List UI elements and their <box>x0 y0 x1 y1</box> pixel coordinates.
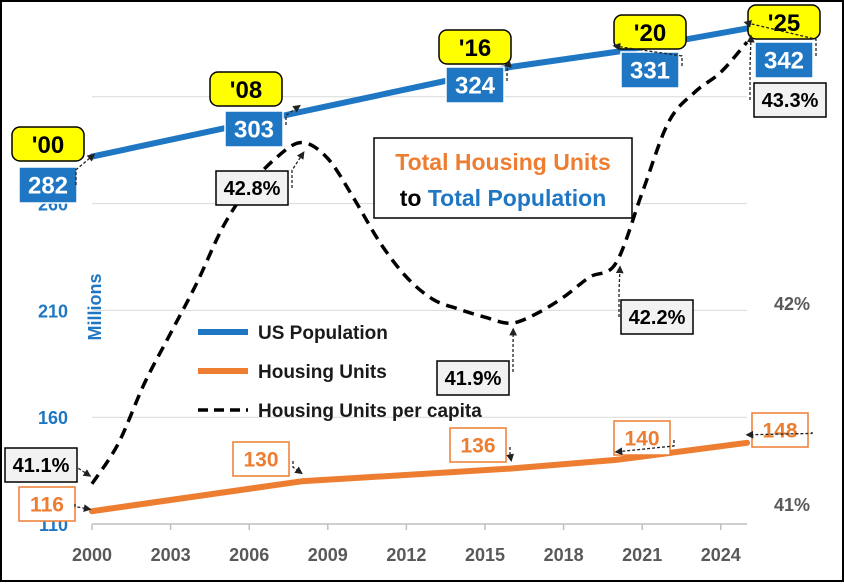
annotation-arrow <box>507 61 509 81</box>
per-capita-value-label-text: 41.9% <box>445 368 502 390</box>
population-value-label-text: 342 <box>764 48 804 75</box>
population-value-label-text: 324 <box>455 73 496 100</box>
x-tick-label: 2015 <box>465 545 505 565</box>
population-value-label: 324 <box>446 67 504 103</box>
housing-value-label: 148 <box>752 413 808 447</box>
annotations: '00 '08 '16 '20 '25 282 303 324 331 342 116 130 136 1… <box>5 5 826 521</box>
year-label-text: '25 <box>768 10 800 37</box>
legend-label: US Population <box>258 323 388 344</box>
left-tick-label: 160 <box>38 408 68 428</box>
population-value-label-text: 331 <box>630 58 670 85</box>
chart-title: Total Housing Units to Total Population <box>374 138 632 218</box>
housing-value-label: 136 <box>450 428 506 462</box>
per-capita-value-label-text: 42.2% <box>629 307 686 329</box>
per-capita-value-label: 41.1% <box>5 448 77 482</box>
housing-value-label-text: 136 <box>460 435 495 458</box>
per-capita-value-label-text: 42.8% <box>224 178 281 200</box>
year-label: '25 <box>748 5 820 39</box>
population-value-label: 303 <box>225 111 283 147</box>
per-capita-value-label: 43.3% <box>754 83 826 117</box>
annotation-arrow <box>77 459 90 476</box>
left-axis-label: Millions <box>85 274 105 341</box>
population-value-label: 282 <box>19 167 77 203</box>
annotation-arrow <box>510 447 511 460</box>
annotation-arrow <box>292 152 304 188</box>
population-value-label-text: 303 <box>234 117 274 144</box>
x-tick-label: 2024 <box>701 545 741 565</box>
population-value-label: 342 <box>755 42 813 78</box>
year-label: '16 <box>439 30 511 64</box>
annotation-arrow <box>75 504 90 509</box>
housing-value-label: 140 <box>614 421 670 455</box>
annotation-arrow <box>619 267 620 317</box>
title-line-housing: Total Housing Units <box>395 149 611 175</box>
x-tick-label: 2003 <box>151 545 191 565</box>
housing-value-label-text: 140 <box>624 428 659 451</box>
title-word-to: to <box>400 185 428 211</box>
x-tick-label: 2012 <box>386 545 426 565</box>
x-tick-label: 2006 <box>229 545 269 565</box>
right-tick-label: 41% <box>774 495 810 515</box>
per-capita-value-label: 42.8% <box>216 171 288 205</box>
per-capita-value-label: 41.9% <box>437 361 509 395</box>
housing-value-label-text: 116 <box>30 494 64 517</box>
legend-label: Housing Units per capita <box>258 401 482 422</box>
housing-value-label: 116 <box>19 487 75 521</box>
left-tick-label: 210 <box>38 301 68 321</box>
population-value-label-text: 282 <box>28 173 68 200</box>
legend-label: Housing Units <box>258 362 387 383</box>
housing-value-label-text: 148 <box>762 420 797 443</box>
housing-value-label-text: 130 <box>243 449 278 472</box>
housing-value-label: 130 <box>233 442 289 476</box>
per-capita-value-label: 42.2% <box>621 300 693 334</box>
x-tick-label: 2018 <box>544 545 584 565</box>
x-tick-label: 2021 <box>622 545 662 565</box>
right-tick-label: 42% <box>774 294 810 314</box>
year-label-text: '00 <box>32 132 64 159</box>
right-axis: 41%42%43% <box>774 93 810 515</box>
population-value-label: 331 <box>621 52 679 88</box>
year-label-text: '16 <box>459 35 491 62</box>
year-label: '08 <box>210 72 282 106</box>
annotation-arrow <box>293 461 302 473</box>
year-label-text: '20 <box>634 20 666 47</box>
title-word-population: Total Population <box>428 185 606 211</box>
x-tick-label: 2000 <box>72 545 112 565</box>
title-line-population: to Total Population <box>400 185 607 211</box>
year-label: '20 <box>614 15 686 49</box>
x-tick-label: 2009 <box>308 545 348 565</box>
per-capita-value-label-text: 43.3% <box>762 90 819 112</box>
year-label-text: '08 <box>230 77 262 104</box>
annotation-arrow <box>750 36 751 100</box>
x-axis: 2000 2003 2006 2009 2012 2015 2018 2021 2024 <box>72 524 747 565</box>
year-label: '00 <box>12 127 84 161</box>
per-capita-value-label-text: 41.1% <box>13 455 70 477</box>
